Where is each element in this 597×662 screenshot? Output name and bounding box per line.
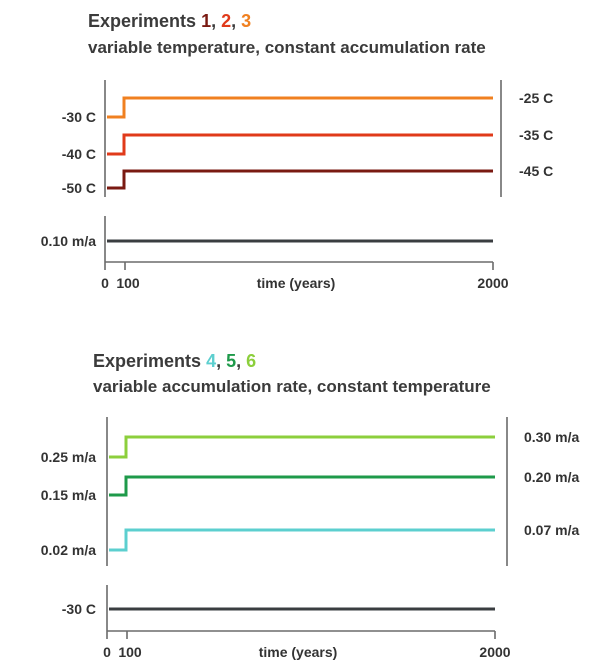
panel-2-tick-label-0: 0 [103,644,111,660]
panel-2-constant-label: -30 C [62,601,96,617]
panel-1: Experiments 1, 2, 3 variable temperature… [41,11,554,291]
panel-1-tick-label-0: 0 [101,275,109,291]
panel-1-right-label-3: -45 C [519,163,553,179]
panel-1-right-label-2: -35 C [519,127,553,143]
panel-2-right-label-2: 0.20 m/a [524,469,579,485]
panel-1-tick-label-2000: 2000 [477,275,508,291]
panel-1-exp-number-1: 1 [201,11,211,31]
panel-1-title: Experiments 1, 2, 3 [88,11,251,31]
panel-2-subtitle: variable accumulation rate, constant tem… [93,377,491,396]
panel-2-series-line-1 [109,435,495,459]
panel-2-left-label-2: 0.15 m/a [41,487,96,503]
panel-2-exp-number-5: 5 [226,351,236,371]
panel-1-exp-number-2: 2 [221,11,231,31]
panel-1-series-line-2 [107,133,493,156]
panel-1-right-label-1: -25 C [519,90,553,106]
panel-1-constant-label: 0.10 m/a [41,233,96,249]
panel-2-title: Experiments 4, 5, 6 [93,351,256,371]
panel-2-tick-label-100: 100 [118,644,142,660]
panel-1-left-label-1: -30 C [62,109,96,125]
panel-1-series-line-1 [107,96,493,119]
panel-2-left-label-3: 0.02 m/a [41,542,96,558]
panel-2-tick-label-2000: 2000 [479,644,510,660]
panel-1-title-word: Experiments [88,11,196,31]
panel-1-subtitle: variable temperature, constant accumulat… [88,38,486,57]
panel-1-exp-number-3: 3 [241,11,251,31]
panel-2-series-line-2 [109,475,495,497]
panel-1-tick-label-100: 100 [116,275,140,291]
panel-1-left-label-3: -50 C [62,180,96,196]
panel-2-right-label-3: 0.07 m/a [524,522,579,538]
panel-2-exp-number-6: 6 [246,351,256,371]
panel-2: Experiments 4, 5, 6 variable accumulatio… [41,351,580,660]
panel-1-left-label-2: -40 C [62,146,96,162]
panel-2-series-line-3 [109,528,495,552]
panel-2-title-word: Experiments [93,351,201,371]
panel-2-x-label: time (years) [259,644,338,660]
panel-1-series-line-3 [107,169,493,190]
panel-1-x-label: time (years) [257,275,336,291]
panel-2-right-label-1: 0.30 m/a [524,429,579,445]
panel-2-exp-number-4: 4 [206,351,216,371]
panel-2-left-label-1: 0.25 m/a [41,449,96,465]
